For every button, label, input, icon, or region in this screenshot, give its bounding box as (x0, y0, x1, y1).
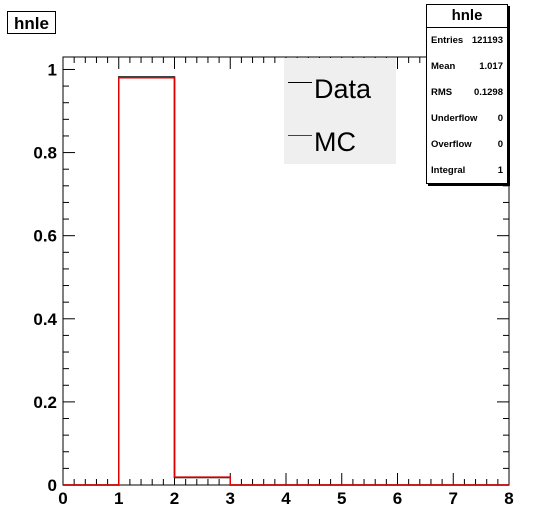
y-tick-label: 0.8 (33, 144, 57, 163)
stats-label: Underflow (431, 113, 478, 124)
histogram-title: hnle (7, 11, 56, 34)
x-tick-label: 8 (504, 489, 513, 508)
x-tick-labels: 0 1 2 3 4 5 6 7 8 (58, 489, 513, 508)
stats-label: Integral (431, 165, 466, 176)
stats-row-underflow: Underflow 0 (427, 106, 507, 132)
x-tick-label: 4 (281, 489, 291, 508)
legend-item-data: Data (284, 74, 371, 104)
legend-line-data (288, 81, 312, 83)
x-tick-label: 3 (226, 489, 235, 508)
stats-value: 1.017 (479, 61, 503, 72)
legend-line-mc (288, 134, 312, 136)
series-mc-step (63, 77, 509, 486)
stats-row-overflow: Overflow 0 (427, 132, 507, 158)
y-tick-labels: 0 0.2 0.4 0.6 0.8 1 (33, 60, 57, 495)
stats-title: hnle (427, 5, 507, 28)
x-tick-label: 1 (114, 489, 123, 508)
x-tick-label: 0 (58, 489, 67, 508)
y-tick-label: 0.6 (33, 227, 57, 246)
y-tick-label: 0 (48, 476, 57, 495)
x-tick-label: 2 (170, 489, 179, 508)
stats-value: 0 (497, 139, 503, 150)
stats-row-integral: Integral 1 (427, 158, 507, 184)
stats-label: Overflow (431, 139, 472, 150)
legend: Data MC (284, 58, 396, 164)
stats-value: 0 (497, 113, 503, 124)
stats-row-entries: Entries 121193 (427, 28, 507, 54)
y-tick-label: 1 (48, 60, 57, 79)
x-tick-label: 7 (449, 489, 458, 508)
x-tick-label: 6 (393, 489, 402, 508)
stats-box: hnle Entries 121193 Mean 1.017 RMS 0.129… (426, 4, 508, 184)
stats-value: 0.1298 (473, 87, 503, 98)
stats-row-rms: RMS 0.1298 (427, 80, 507, 106)
legend-label-data: Data (314, 73, 372, 104)
stats-value: 1 (497, 165, 503, 176)
legend-item-mc: MC (284, 127, 356, 157)
stats-label: RMS (431, 87, 453, 98)
legend-label-mc: MC (314, 126, 356, 157)
stats-row-mean: Mean 1.017 (427, 54, 507, 80)
x-tick-label: 5 (337, 489, 346, 508)
stats-value: 121193 (471, 35, 503, 46)
histogram-series (63, 76, 509, 486)
stats-label: Mean (431, 61, 456, 72)
y-tick-label: 0.4 (33, 310, 57, 329)
stats-label: Entries (431, 35, 464, 46)
y-tick-label: 0.2 (33, 393, 57, 412)
